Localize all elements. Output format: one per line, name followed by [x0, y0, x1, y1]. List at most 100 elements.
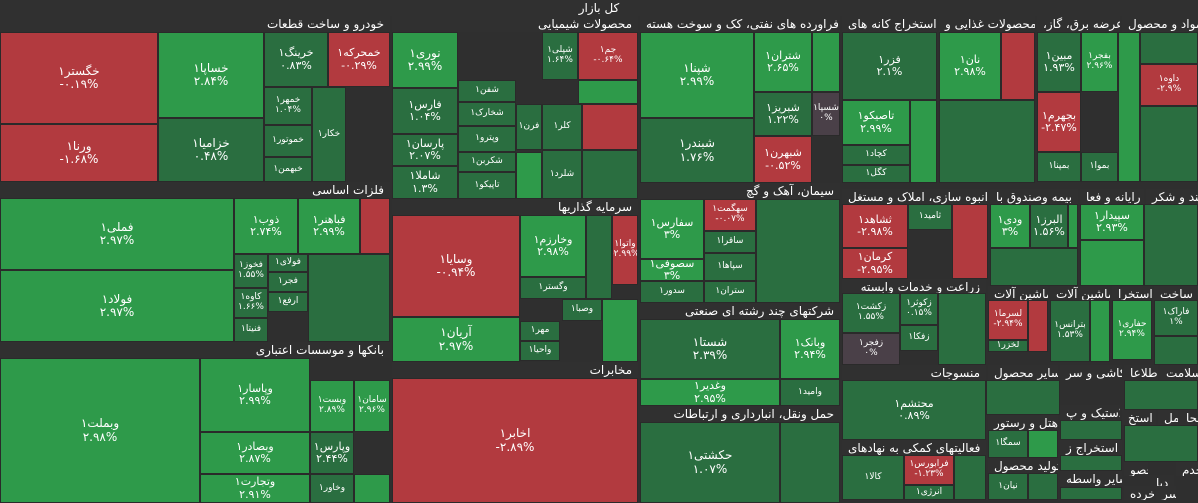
stock-tile[interactable]: ستران۱	[704, 281, 756, 303]
stock-tile[interactable]: فجر۱	[268, 272, 308, 292]
stock-tile[interactable]: وپاسار۱ ۲.۹۹%	[200, 358, 310, 432]
sector-header[interactable]: محصو	[1124, 462, 1148, 476]
stock-tile[interactable]: داوه۱ -۲.۹%	[1140, 64, 1198, 106]
stock-tile[interactable]: خزامیا۱ ۰.۴۸%	[158, 118, 264, 182]
stock-tile[interactable]: فباهنر۱ ۲.۹۹%	[298, 198, 360, 254]
sector-header[interactable]: انبوه سازی، املاک و مستغل	[842, 189, 988, 204]
stock-tile[interactable]: بترانس۱ ۱.۵۳%	[1050, 300, 1090, 362]
sector-header[interactable]: منسوجات	[842, 365, 986, 380]
sector-header[interactable]: سرمایه گذاریها	[392, 199, 638, 215]
sector-header[interactable]: استخرا	[1112, 286, 1152, 300]
sector-header[interactable]: لاستیک و پ	[1060, 405, 1120, 420]
stock-tile[interactable]: خموتور۱	[264, 125, 312, 157]
sector-header[interactable]: اطلاعا	[1124, 365, 1158, 380]
stock-tile[interactable]: خبهمن۱	[264, 157, 312, 182]
stock-tile[interactable]: مهر۱	[520, 321, 560, 341]
sector-header[interactable]: استخراج ز	[1060, 440, 1122, 455]
stock-tile[interactable]: فرن۱	[516, 104, 542, 150]
stock-tile[interactable]: خمحرکه۱ -۰.۲۹%	[328, 32, 390, 87]
stock-tile[interactable]: نوری۱ ۲.۹۹%	[392, 32, 458, 88]
stock-tile[interactable]: زفجر۱ ۰%	[842, 333, 900, 365]
sector-header[interactable]: فعالیتهای کمکی به نهادهای	[842, 440, 986, 455]
sector-header[interactable]: ماشین آلات	[988, 286, 1048, 300]
stock-tile[interactable]: وبصادر۱ ۲.۸۷%	[200, 432, 310, 474]
stock-tile[interactable]: سامان۱ ۲.۹۶%	[354, 380, 390, 432]
sector-header[interactable]: استخ	[1122, 410, 1156, 425]
stock-tile[interactable]: بفجر۱ ۲.۹۶%	[1081, 32, 1118, 92]
stock-tile[interactable]: تاصیکو۱ ۲.۹۹%	[842, 100, 910, 145]
stock-tile[interactable]: فارس۱ ۱.۰۴%	[392, 88, 458, 134]
stock-tile[interactable]: شسپا۱ ۰%	[812, 92, 840, 136]
stock-tile[interactable]: حفاری۱ ۲.۹۴%	[1112, 300, 1152, 360]
stock-tile[interactable]: شبریز۱ ۱.۲۲%	[754, 92, 812, 136]
stock-tile[interactable]: شاملا۱ ۱.۳%	[392, 166, 458, 199]
stock-tile[interactable]: خگستر۱ -۰.۱۹%	[0, 32, 158, 124]
stock-tile[interactable]: فولاد۱ ۲.۹۷%	[0, 270, 234, 342]
stock-tile[interactable]: شتران۱ ۲.۶۵%	[754, 32, 812, 92]
stock-tile[interactable]: فملی۱ ۲.۹۷%	[0, 198, 234, 270]
stock-tile[interactable]: وبملت۱ ۲.۹۸%	[0, 358, 200, 503]
sector-header[interactable]: محصولات شیمیایی	[392, 16, 638, 32]
sector-header[interactable]: بیمه وصندوق با	[990, 189, 1078, 204]
stock-tile[interactable]: نیان۱	[988, 473, 1028, 500]
stock-tile[interactable]: سفارس۱ ۳%	[640, 199, 704, 259]
stock-tile[interactable]: شلرد۱	[542, 150, 582, 199]
sector-header[interactable]: استخراج کانه های	[842, 16, 937, 32]
stock-tile[interactable]: وگستر۱	[520, 277, 586, 299]
sector-header[interactable]: تولید محصول	[988, 458, 1058, 473]
stock-tile[interactable]: فرابورس۱ -۱.۲۳%	[904, 455, 954, 485]
sector-header[interactable]: سایر محصول	[988, 365, 1058, 380]
sector-header[interactable]: ،عرضه برق، گاز	[1037, 16, 1120, 32]
stock-tile[interactable]: وپترو۱	[458, 126, 516, 152]
stock-tile[interactable]: وتجارت۱ ۲.۹۱%	[200, 474, 310, 503]
stock-tile[interactable]: اخابر۱ -۲.۸۹%	[392, 378, 638, 503]
stock-tile[interactable]: وامید۱	[780, 379, 840, 406]
sector-header[interactable]: خرده	[1124, 486, 1154, 500]
sector-header[interactable]: دبا	[1150, 475, 1174, 489]
stock-tile[interactable]: کالا۱	[842, 455, 904, 500]
stock-tile[interactable]: فزر۱ ۲.۱%	[842, 32, 937, 100]
stock-tile[interactable]: ذوب۱ ۲.۷۴%	[234, 198, 298, 254]
sector-header[interactable]: فلزات اساسی	[0, 182, 390, 198]
stock-tile[interactable]: سپیدار۱ ۲.۹۳%	[1080, 204, 1144, 240]
stock-tile[interactable]: شکربن۱	[458, 152, 516, 172]
sector-header[interactable]: سایر واسطه	[1060, 471, 1122, 486]
sector-header[interactable]: فراورده های نفتی، کک و سوخت هسته	[640, 16, 840, 32]
sector-header[interactable]: ساخت	[1154, 286, 1198, 300]
stock-tile[interactable]: سپاها۱	[704, 253, 756, 281]
stock-tile[interactable]: مبین۱ ۱.۹۳%	[1037, 32, 1081, 92]
stock-tile[interactable]: زکشت۱ ۱.۵۵%	[842, 293, 900, 333]
stock-tile[interactable]: سصوفی۱ ۳%	[640, 259, 704, 281]
stock-tile[interactable]: محتشم۱ ۰.۸۹%	[842, 380, 986, 440]
stock-tile[interactable]: فنیتا۱	[234, 318, 268, 342]
sector-header[interactable]: سلامت	[1160, 365, 1198, 380]
stock-tile[interactable]: بجهرم۱ -۲.۴۷%	[1037, 92, 1081, 152]
sector-header[interactable]: خودرو و ساخت قطعات	[0, 16, 390, 32]
stock-tile[interactable]: ثامید۱	[908, 204, 952, 230]
stock-tile[interactable]: سمگا۱	[988, 430, 1028, 458]
stock-tile[interactable]: فاراک۱ ۱%	[1154, 300, 1198, 336]
sector-header[interactable]: سر	[1156, 486, 1176, 500]
stock-tile[interactable]: وبانک۱ ۲.۹۴%	[780, 319, 840, 379]
sector-header[interactable]: محا	[1180, 410, 1198, 425]
stock-tile[interactable]: وپارس۱ ۲.۴۴%	[310, 432, 354, 474]
sector-header[interactable]: شرکتهای چند رشته ای صنعتی	[640, 303, 840, 319]
sector-header[interactable]: هتل و رستور	[988, 415, 1058, 430]
stock-tile[interactable]: شبندر۱ ۱.۷۶%	[640, 118, 754, 183]
stock-tile[interactable]: پارسان۱ ۲.۰۷%	[392, 134, 458, 166]
stock-tile[interactable]: وخاور۱	[310, 474, 354, 503]
stock-tile[interactable]: سهگمت۱ -۰.۰۷%	[704, 199, 756, 231]
stock-tile[interactable]: شخارک۱	[458, 102, 516, 126]
stock-tile[interactable]: ورنا۱ -۱.۶۸%	[0, 124, 158, 182]
stock-tile[interactable]: حکشتی۱ ۱.۰۷%	[640, 422, 780, 503]
stock-tile[interactable]: ودی۱ ۳%	[990, 204, 1030, 248]
sector-header[interactable]: خدم	[1176, 462, 1198, 476]
stock-tile[interactable]: زفکا۱	[900, 325, 938, 351]
sector-header[interactable]: بانکها و موسسات اعتباری	[0, 342, 390, 358]
stock-tile[interactable]: بموا۱	[1081, 152, 1118, 182]
stock-tile[interactable]: ثشاهد۱ -۲.۹۸%	[842, 204, 908, 248]
stock-tile[interactable]: واحیا۱	[520, 341, 560, 361]
stock-tile[interactable]: وخارزم۱ ۲.۹۸%	[520, 215, 586, 277]
stock-tile[interactable]: فولای۱	[268, 254, 308, 272]
stock-tile[interactable]: جم۱ -۰.۶۴%	[578, 32, 638, 80]
